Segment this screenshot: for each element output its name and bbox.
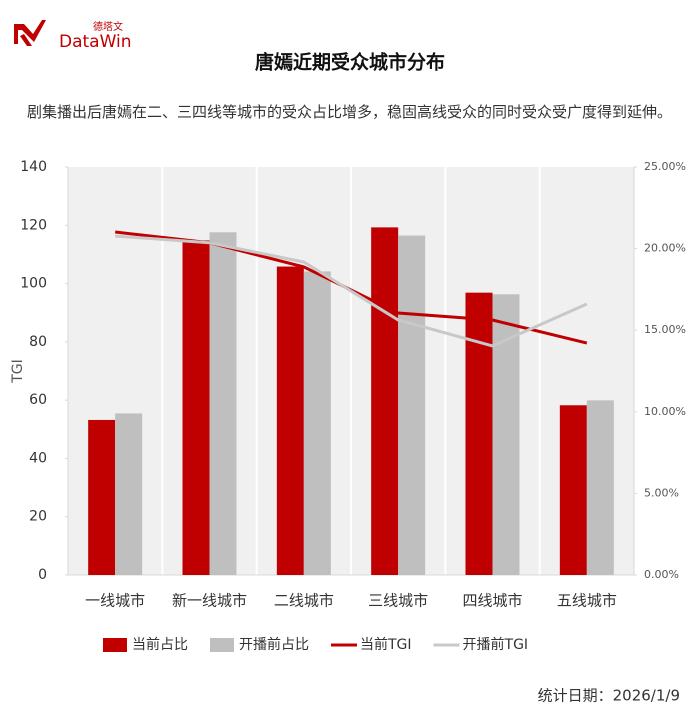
- bar: [371, 227, 399, 575]
- date-note: 统计日期：2026/1/9: [538, 687, 680, 705]
- bar: [303, 271, 331, 575]
- y-tick-label: 120: [20, 217, 47, 233]
- y-tick-label: 0: [38, 567, 47, 583]
- y-tick-label: 60: [29, 392, 47, 408]
- y-tick-label: 140: [20, 159, 47, 175]
- y-tick-label: 20: [29, 509, 47, 525]
- x-tick-label: 五线城市: [557, 592, 617, 610]
- y2-tick-label: 5.00%: [644, 486, 679, 499]
- line: [115, 234, 588, 348]
- legend-label: 开播前占比: [239, 636, 309, 653]
- bar: [559, 405, 587, 575]
- y2-tick-label: 25.00%: [644, 160, 686, 173]
- logo-mark: [20, 34, 32, 46]
- y-tick-label: 40: [29, 450, 47, 466]
- logo-cn: 德塔文: [93, 20, 123, 33]
- legend-label: 当前TGI: [360, 636, 412, 653]
- logo-mark: [14, 20, 46, 44]
- logo: [14, 20, 46, 46]
- y2-tick-label: 10.00%: [644, 405, 686, 418]
- legend-label: 开播前TGI: [463, 636, 529, 653]
- subtitle: 剧集播出后唐嫣在二、三四线等城市的受众占比增多，稳固高线受众的同时受众受广度得到…: [27, 103, 673, 121]
- bar: [398, 235, 426, 575]
- bar: [182, 240, 210, 575]
- y2-tick-label: 20.00%: [644, 242, 686, 255]
- bar: [586, 400, 614, 575]
- bar: [88, 419, 116, 575]
- legend-label: 当前占比: [132, 636, 188, 653]
- y-axis-title: TGI: [10, 359, 26, 384]
- x-tick-label: 三线城市: [368, 592, 428, 610]
- legend-swatch: [210, 638, 234, 652]
- bar: [209, 232, 237, 575]
- chart-title: 唐嫣近期受众城市分布: [255, 51, 445, 74]
- y2-tick-label: 15.00%: [644, 323, 686, 336]
- x-tick-label: 二线城市: [274, 592, 334, 610]
- bar: [276, 266, 304, 575]
- legend-swatch: [103, 638, 127, 652]
- x-tick-label: 四线城市: [462, 592, 522, 610]
- y2-tick-label: 0.00%: [644, 568, 679, 581]
- logo-text: DataWin: [59, 32, 132, 52]
- bar: [115, 413, 143, 575]
- x-tick-label: 新一线城市: [172, 592, 247, 610]
- bar: [465, 292, 493, 575]
- y-tick-label: 100: [20, 276, 47, 292]
- x-tick-label: 一线城市: [85, 592, 145, 610]
- y-tick-label: 80: [29, 334, 47, 350]
